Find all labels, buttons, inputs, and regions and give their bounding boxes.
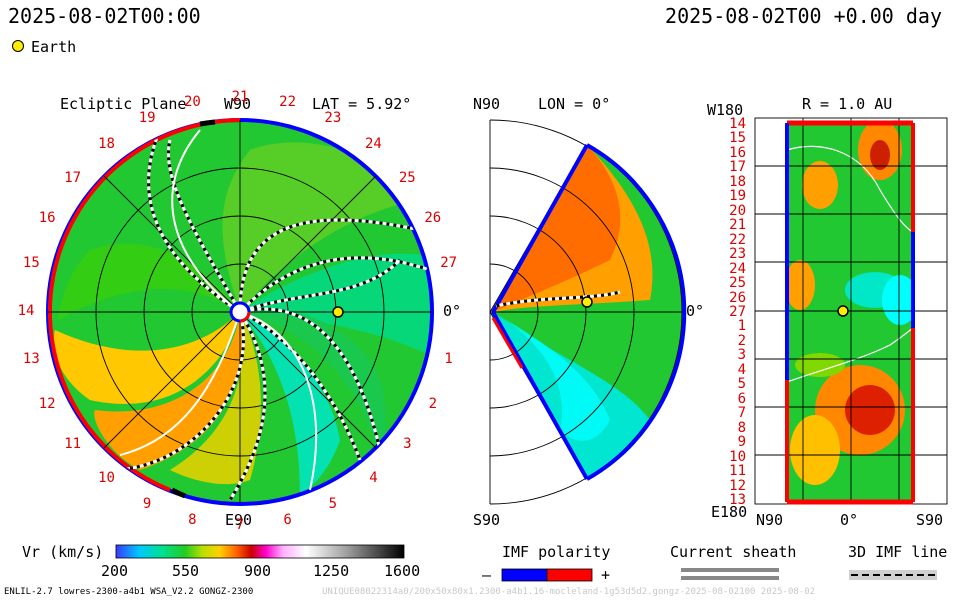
shell-title: R = 1.0 AU xyxy=(802,95,893,113)
shell-ytick: 11 xyxy=(729,463,746,480)
rotation-number: 21 xyxy=(231,89,249,105)
rotation-number: 5 xyxy=(328,495,338,512)
shell-ytick: 25 xyxy=(729,275,746,292)
rotation-number: 20 xyxy=(183,94,201,111)
colorbar-tick-200: 200 xyxy=(101,562,129,580)
shell-ytick: 27 xyxy=(729,304,746,320)
imf-plus-label: + xyxy=(601,566,611,584)
colorbar-tick-1250: 1250 xyxy=(313,562,350,580)
meridional-lon-label: LON = 0° xyxy=(538,95,611,113)
shell-ytick: 9 xyxy=(737,434,746,451)
shell-xtick-0: 0° xyxy=(840,511,859,529)
shell-ytick: 23 xyxy=(729,246,746,263)
ecliptic-title: Ecliptic Plane xyxy=(60,95,187,113)
current-sheath-swatch xyxy=(681,568,779,580)
shell-ytick: 14 xyxy=(729,116,746,132)
shell-ytick: 5 xyxy=(737,376,746,393)
meridional-panel xyxy=(489,119,687,505)
earth-marker-meridional xyxy=(581,296,593,308)
ecliptic-lat-label: LAT = 5.92° xyxy=(312,95,412,113)
shell-ytick: 17 xyxy=(729,159,746,176)
colorbar-tick-1600: 1600 xyxy=(384,562,421,580)
shell-ytick: 2 xyxy=(737,332,746,349)
rotation-number: 17 xyxy=(64,169,82,186)
imf-positive-swatch xyxy=(546,568,593,582)
rotation-number: 10 xyxy=(98,470,115,487)
rotation-number: 8 xyxy=(188,511,197,528)
shell-ytick: 24 xyxy=(729,260,746,277)
meridional-right-label: 0° xyxy=(686,302,705,320)
rotation-number: 9 xyxy=(142,495,152,512)
rotation-number: 25 xyxy=(398,169,416,186)
colorbar-tick-550: 550 xyxy=(172,562,200,580)
rotation-number: 13 xyxy=(22,350,40,367)
ecliptic-top-label: W90 xyxy=(224,95,252,113)
shell-ytick: 22 xyxy=(729,231,746,248)
earth-legend-icon xyxy=(12,40,24,52)
footer-model-info: ENLIL-2.7 lowres-2300-a4b1 WSA_V2.2 GONG… xyxy=(4,587,254,597)
shell-ytick: 26 xyxy=(729,289,746,306)
timestamp-left: 2025-08-02T00:00 xyxy=(8,4,201,28)
rotation-number: 11 xyxy=(64,436,82,453)
shell-panel xyxy=(754,117,948,505)
colorbar-tick-900: 900 xyxy=(244,562,272,580)
meridional-bottom-label: S90 xyxy=(473,511,501,529)
rotation-number: 27 xyxy=(440,255,458,272)
footer-run-id: UNIQUE08022314a0/200x50x80x1.2300-a4b1.1… xyxy=(322,587,816,597)
shell-ytick: 12 xyxy=(729,477,746,494)
imf-line-label: 3D IMF line xyxy=(848,543,948,561)
rotation-number: 15 xyxy=(22,255,40,272)
shell-xtick-n90: N90 xyxy=(756,511,784,529)
shell-ytick: 6 xyxy=(737,390,746,407)
earth-marker-shell xyxy=(837,305,849,317)
earth-marker-ecliptic xyxy=(332,306,344,318)
shell-ytick: 8 xyxy=(737,419,746,436)
rotation-number: 2 xyxy=(428,395,438,412)
shell-ytick: 20 xyxy=(729,202,746,219)
ecliptic-bottom-label: E90 xyxy=(225,511,253,529)
ecliptic-right-label: 0° xyxy=(443,302,462,320)
ecliptic-panel xyxy=(46,118,434,506)
rotation-number: 26 xyxy=(424,210,442,227)
imf-line-swatch xyxy=(849,570,937,580)
rotation-number: 18 xyxy=(98,135,115,152)
colorbar-label: Vr (km/s) xyxy=(22,543,104,561)
shell-bottom-left-label: E180 xyxy=(711,503,748,521)
rotation-number: 7 xyxy=(235,517,245,533)
current-sheath-label: Current sheath xyxy=(670,543,797,561)
imf-minus-label: – xyxy=(482,566,492,584)
rotation-number: 19 xyxy=(138,110,156,127)
vr-colorbar xyxy=(115,544,405,559)
shell-ytick: 13 xyxy=(729,492,746,508)
imf-negative-swatch xyxy=(501,568,548,582)
timestamp-right: 2025-08-02T00 +0.00 day xyxy=(665,4,942,28)
rotation-number: 4 xyxy=(369,470,378,487)
rotation-number: 3 xyxy=(403,436,412,453)
shell-ytick: 7 xyxy=(737,405,746,422)
shell-ytick: 18 xyxy=(729,173,746,190)
shell-ytick: 19 xyxy=(729,188,746,205)
rotation-number: 22 xyxy=(279,94,297,111)
shell-ytick: 4 xyxy=(737,361,746,378)
rotation-number: 6 xyxy=(283,511,292,528)
shell-ytick: 21 xyxy=(729,217,746,234)
rotation-number: 12 xyxy=(38,395,56,412)
shell-ytick: 15 xyxy=(729,130,746,147)
shell-top-left-label: W180 xyxy=(707,101,744,119)
rotation-number: 23 xyxy=(324,110,342,127)
rotation-number: 14 xyxy=(17,303,35,319)
rotation-number: 16 xyxy=(38,210,56,227)
shell-ytick: 3 xyxy=(737,347,746,364)
rotation-number: 24 xyxy=(364,135,382,152)
rotation-number: 1 xyxy=(444,350,453,367)
shell-ytick: 16 xyxy=(729,144,746,161)
meridional-top-label: N90 xyxy=(473,95,501,113)
earth-legend-label: Earth xyxy=(31,38,77,56)
shell-ytick: 1 xyxy=(737,318,746,335)
imf-polarity-label: IMF polarity xyxy=(502,543,611,561)
shell-ytick: 10 xyxy=(729,448,746,465)
shell-xtick-s90: S90 xyxy=(916,511,944,529)
